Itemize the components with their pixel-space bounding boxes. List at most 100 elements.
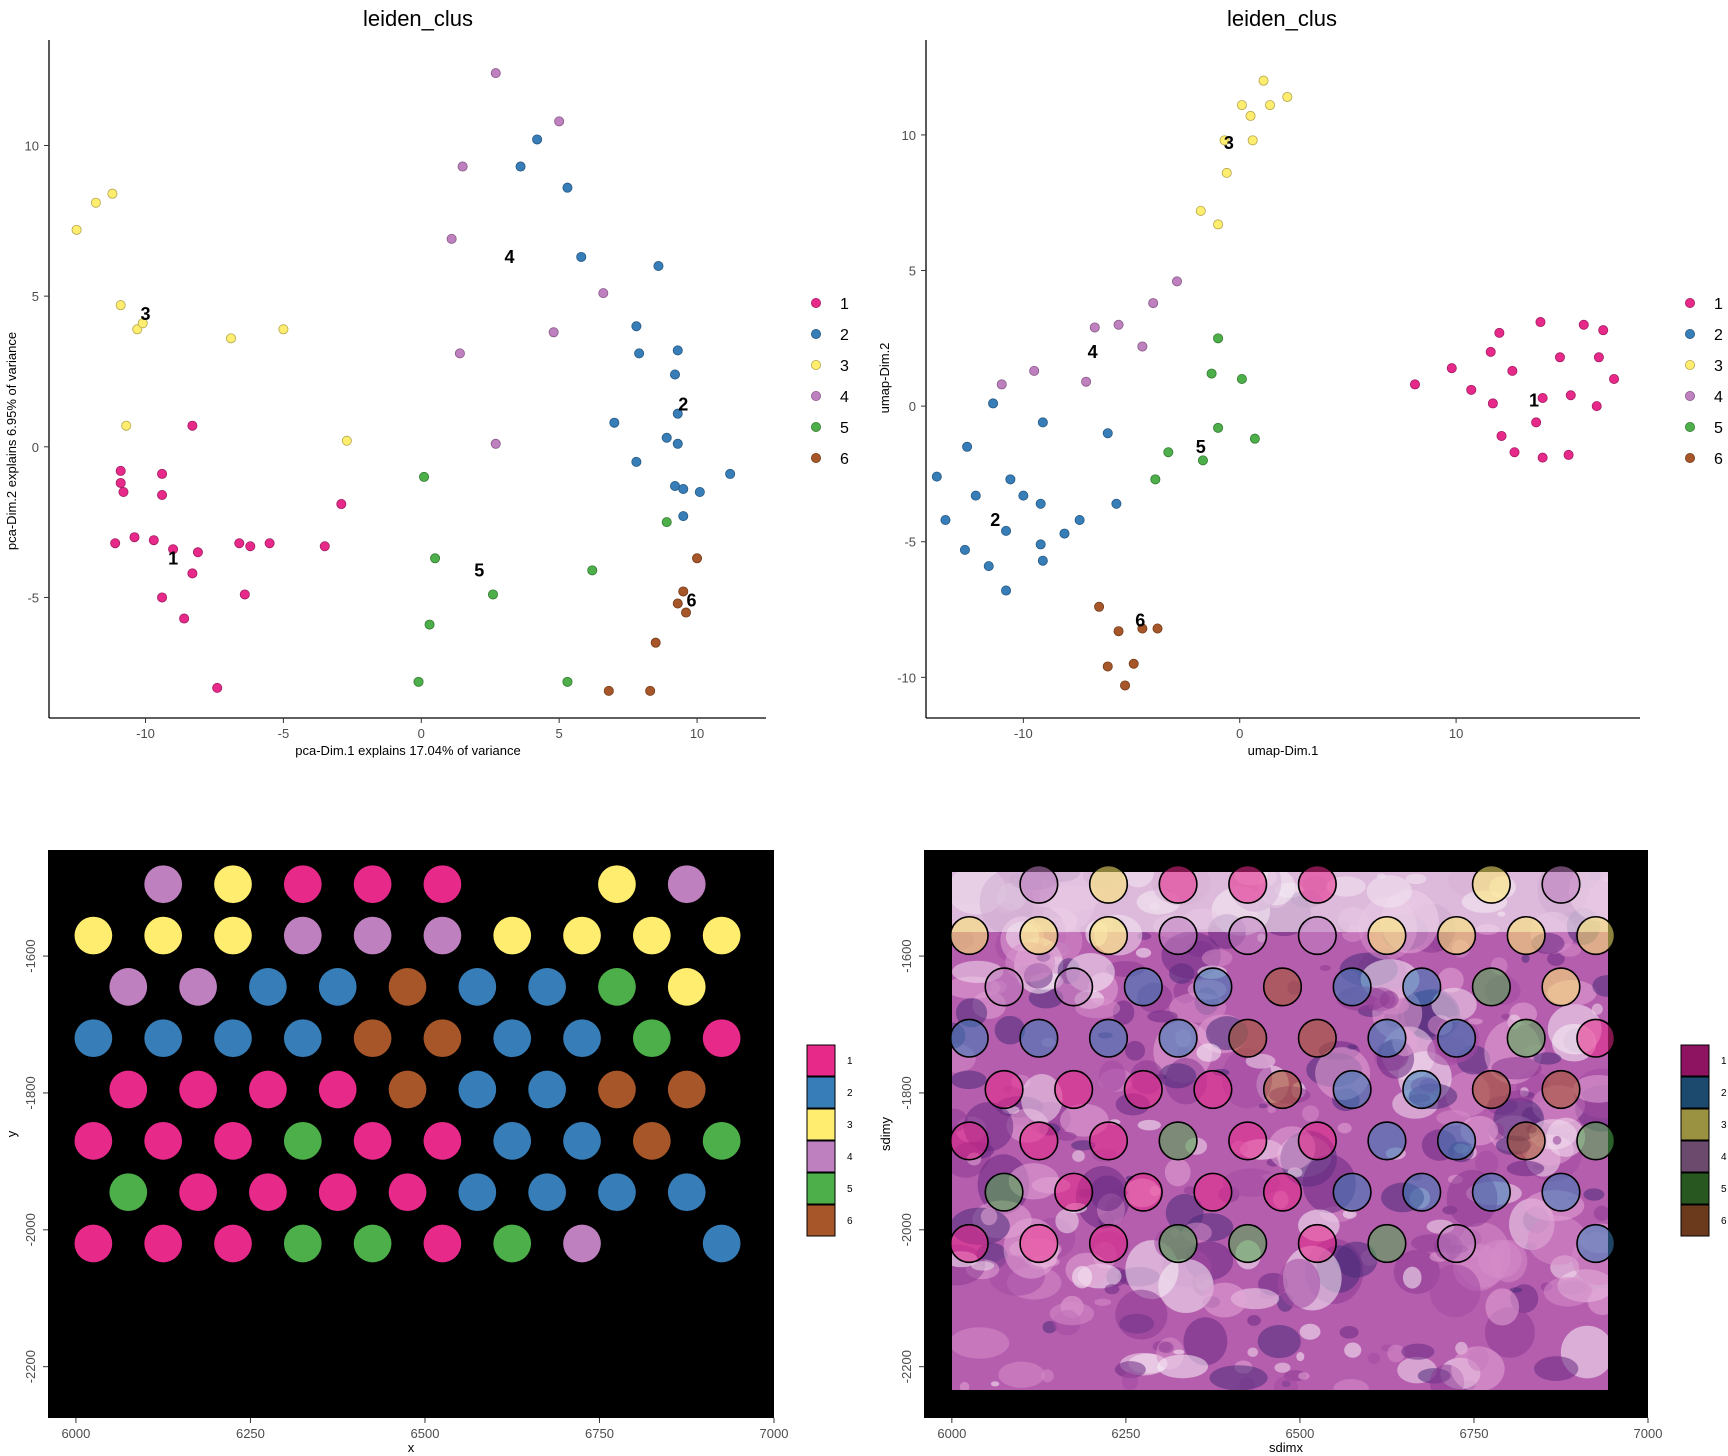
tissue-texture (1049, 1302, 1095, 1326)
umap-point-cluster-3 (1258, 75, 1269, 86)
tissue-spot-cluster-4 (1054, 967, 1094, 1007)
spatial-spot-cluster-2 (458, 1173, 497, 1212)
tissue-spot-cluster-2 (1332, 1172, 1372, 1212)
umap-xtick-label: 0 (1236, 726, 1243, 741)
pca-ytick-label: 10 (25, 138, 39, 153)
spatial-x-axis-label: x (408, 1440, 415, 1455)
umap-point-cluster-6 (1137, 623, 1148, 634)
tissue-spot-cluster-4 (1228, 915, 1268, 956)
spatial-spot-cluster-1 (74, 1121, 113, 1160)
spatial-spot-cluster-6 (667, 1070, 706, 1109)
umap-point-cluster-2 (1005, 474, 1016, 485)
spatial-spot-cluster-1 (179, 1070, 217, 1109)
spatial-spot-cluster-4 (563, 1224, 601, 1263)
pca-point-cluster-1 (179, 613, 190, 624)
tissue-texture (1173, 1349, 1185, 1355)
tissue-texture (1135, 947, 1152, 958)
spatial-spot-cluster-5 (632, 1019, 671, 1058)
pca-point-cluster-6 (650, 637, 661, 648)
pca-point-cluster-1 (118, 486, 129, 497)
tissue-xtick-label: 6250 (1111, 1426, 1140, 1441)
pca-point-cluster-2 (672, 408, 683, 419)
tissue-spot-cluster-1 (949, 1121, 989, 1161)
spatial-spot-cluster-2 (458, 1070, 497, 1109)
pca-point-cluster-1 (157, 490, 168, 501)
umap-legend-label-4: 4 (1714, 389, 1723, 406)
tissue-texture (952, 1327, 1010, 1359)
umap-panel: leiden_clus -10 0 10 -10 -5 0 5 10 1 2 3 4 5 6 umap-… (877, 6, 1723, 758)
pca-point-cluster-2 (669, 480, 680, 491)
pca-point-cluster-1 (336, 499, 347, 510)
tissue-ytick-label: -2000 (899, 1213, 914, 1246)
pca-point-cluster-1 (212, 682, 223, 693)
umap-cluster-label: 5 (1196, 437, 1206, 457)
spatial-spot-cluster-1 (353, 865, 392, 904)
tissue-texture (1267, 1105, 1276, 1114)
spatial-legend-key-1 (806, 1044, 836, 1077)
spatial-spot-cluster-2 (144, 1019, 183, 1058)
tissue-spot-cluster-6 (1262, 1069, 1303, 1110)
umap-cluster-label: 1 (1529, 391, 1539, 411)
tissue-spot-cluster-6 (1228, 1018, 1268, 1058)
tissue-texture (1072, 1265, 1093, 1289)
umap-point-cluster-5 (1213, 333, 1224, 344)
spatial-spot-cluster-3 (563, 916, 601, 955)
spatial-spot-cluster-1 (283, 865, 322, 904)
pca-point-cluster-4 (598, 288, 609, 299)
umap-point-cluster-6 (1152, 623, 1163, 634)
spatial-spot-cluster-3 (214, 916, 252, 955)
spatial-points (74, 865, 741, 1263)
umap-ytick-label: 10 (902, 128, 916, 143)
tissue-texture (1347, 1044, 1358, 1050)
tissue-texture (1196, 1043, 1222, 1062)
tissue-spot-cluster-1 (1228, 1121, 1268, 1161)
pca-point-cluster-2 (672, 438, 683, 449)
spatial-spot-cluster-4 (667, 865, 706, 904)
tissue-spot-cluster-5 (1576, 1121, 1616, 1161)
tissue-spot-cluster-1 (1297, 1223, 1337, 1264)
tissue-spot-cluster-1 (1019, 1121, 1059, 1161)
tissue-spot-cluster-5 (984, 1172, 1024, 1212)
spatial-xtick-label: 7000 (760, 1426, 789, 1441)
pca-xtick-label: 5 (556, 726, 563, 741)
tissue-texture (1319, 964, 1331, 972)
umap-ticks: -10 0 10 -10 -5 0 5 10 (897, 128, 1463, 741)
tissue-spot-cluster-1 (1054, 1069, 1094, 1110)
pca-point-cluster-5 (430, 553, 441, 564)
spatial-ytick-label: -1800 (23, 1076, 38, 1109)
tissue-texture (1274, 1362, 1291, 1373)
tissue-texture (1165, 1193, 1204, 1232)
spatial-spot-cluster-1 (214, 1224, 252, 1263)
pca-point-cluster-4 (490, 438, 501, 449)
tissue-spot-cluster-1 (1088, 1121, 1129, 1161)
pca-xtick-label: 0 (418, 726, 425, 741)
pca-cluster-labels: 1 2 3 4 5 6 (141, 247, 697, 611)
pca-point-cluster-2 (653, 260, 664, 271)
pca-point-cluster-1 (110, 538, 121, 549)
umap-point-cluster-2 (962, 441, 973, 452)
spatial-spot-cluster-1 (318, 1173, 357, 1212)
tissue-texture (1436, 1109, 1472, 1126)
spatial-spot-cluster-4 (353, 916, 392, 955)
spatial-ytick-label: -2200 (23, 1350, 38, 1383)
tissue-texture (1020, 1073, 1063, 1123)
tissue-legend-label-1: 1 (1721, 1056, 1727, 1067)
umap-point-cluster-1 (1563, 449, 1574, 460)
tissue-texture (1543, 1277, 1593, 1307)
pca-point-cluster-1 (148, 535, 159, 546)
tissue-spot-cluster-3 (1576, 915, 1616, 956)
tissue-spot-cluster-1 (1158, 864, 1198, 904)
spatial-ytick-label: -1600 (23, 939, 38, 972)
tissue-spot-cluster-2 (1019, 1018, 1059, 1058)
umap-legend-key-6 (1685, 452, 1696, 463)
spatial-spot-cluster-1 (249, 1173, 287, 1212)
umap-point-cluster-1 (1446, 363, 1457, 374)
tissue-spot-cluster-5 (1506, 1018, 1546, 1058)
pca-point-cluster-1 (234, 538, 245, 549)
umap-cluster-labels: 1 2 3 4 5 6 (990, 133, 1539, 630)
tissue-spot-cluster-3 (1088, 864, 1129, 904)
pca-point-cluster-2 (515, 161, 526, 172)
pca-point-cluster-3 (107, 188, 118, 199)
spatial-xtick-label: 6750 (585, 1426, 614, 1441)
umap-legend-key-1 (1685, 297, 1696, 308)
